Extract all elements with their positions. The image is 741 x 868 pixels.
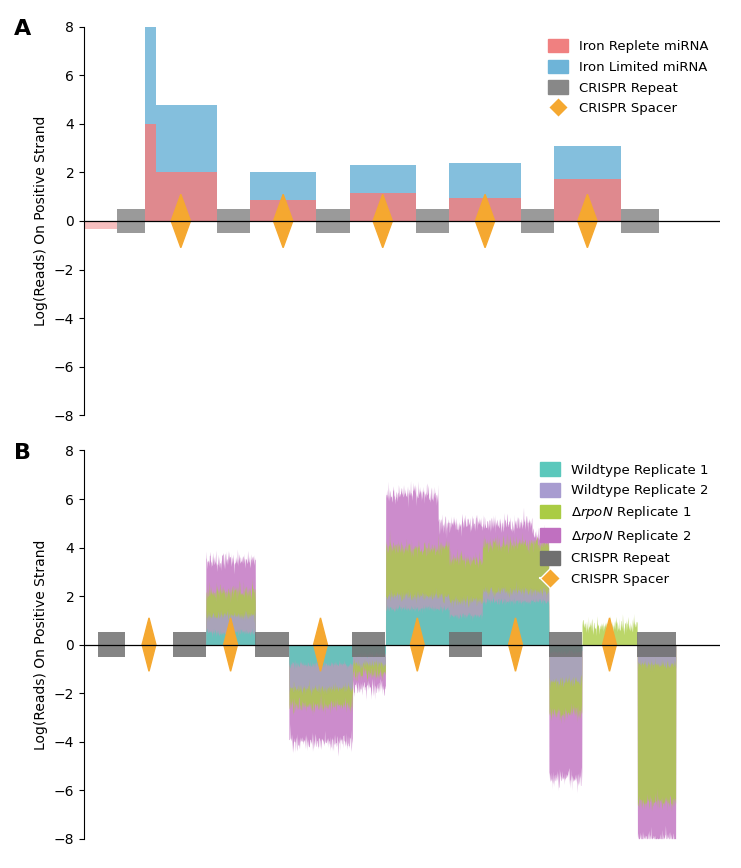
Text: A: A: [14, 19, 31, 39]
Polygon shape: [476, 194, 495, 247]
Polygon shape: [373, 194, 393, 247]
Legend: Wildtype Replicate 1, Wildtype Replicate 2, $\it{\Delta rpoN}$ Replicate 1, $\it: Wildtype Replicate 1, Wildtype Replicate…: [535, 457, 714, 591]
Polygon shape: [508, 618, 522, 671]
Polygon shape: [142, 618, 156, 671]
Polygon shape: [411, 618, 424, 671]
Polygon shape: [578, 194, 597, 247]
Polygon shape: [313, 618, 328, 671]
Polygon shape: [171, 194, 190, 247]
Y-axis label: Log(Reads) On Positive Strand: Log(Reads) On Positive Strand: [34, 539, 48, 750]
Y-axis label: Log(Reads) On Positive Strand: Log(Reads) On Positive Strand: [34, 115, 48, 326]
Polygon shape: [273, 194, 293, 247]
Legend: Iron Replete miRNA, Iron Limited miRNA, CRISPR Repeat, CRISPR Spacer: Iron Replete miRNA, Iron Limited miRNA, …: [543, 34, 714, 121]
Text: B: B: [14, 443, 31, 463]
Polygon shape: [224, 618, 238, 671]
Polygon shape: [602, 618, 617, 671]
